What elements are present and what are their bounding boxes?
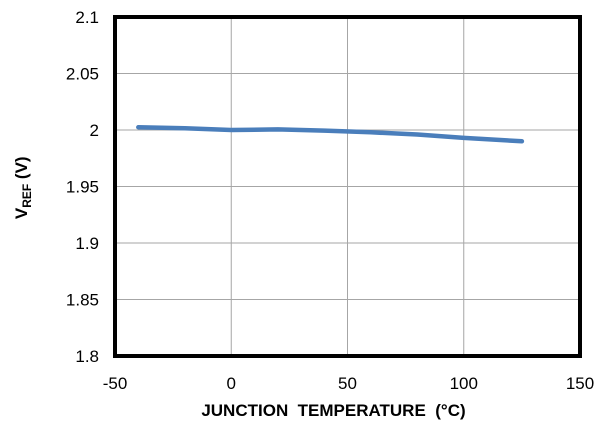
y-axis-title-main: V [12, 207, 31, 219]
y-axis-title-suffix: (V) [12, 156, 31, 183]
x-tick-label: 0 [227, 374, 236, 393]
y-axis-title: VREF (V) [12, 142, 34, 243]
y-tick-label: 1.85 [66, 291, 99, 310]
y-tick-label: 1.95 [66, 178, 99, 197]
y-tick-label: 1.9 [75, 234, 99, 253]
x-tick-label: 150 [566, 374, 594, 393]
vref-series-line [136, 124, 525, 144]
y-tick-label: 1.8 [75, 347, 99, 366]
grid-lines [114, 16, 581, 357]
series-layer [136, 124, 525, 144]
plot-area-frame [113, 15, 582, 358]
x-tick-label: -50 [103, 374, 128, 393]
x-tick-label: 100 [450, 374, 478, 393]
x-tick-labels: -50 0 50 100 150 [103, 374, 594, 393]
y-tick-label: 2.1 [75, 8, 99, 27]
x-tick-label: 50 [338, 374, 357, 393]
x-axis-title: JUNCTION TEMPERATURE (°C) [201, 401, 465, 420]
y-tick-label: 2 [90, 121, 99, 140]
y-tick-label: 2.05 [66, 65, 99, 84]
y-tick-labels: 1.8 1.85 1.9 1.95 2 2.05 2.1 [66, 8, 99, 366]
y-axis-title-subscript: REF [20, 184, 34, 208]
